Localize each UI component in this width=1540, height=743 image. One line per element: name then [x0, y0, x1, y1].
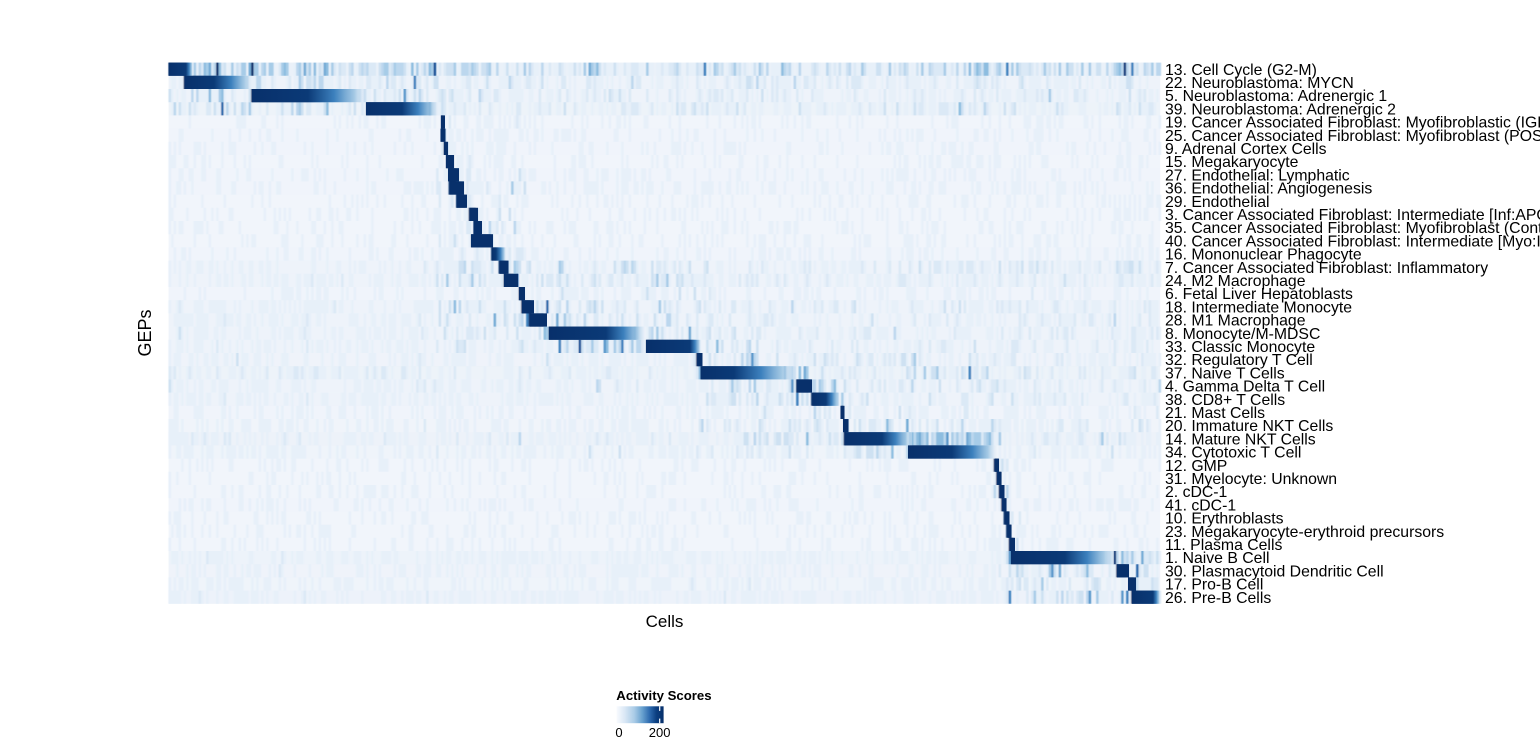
- svg-text:15. Megakaryocyte: 15. Megakaryocyte: [1165, 154, 1299, 171]
- svg-text:6. Fetal Liver Hepatoblasts: 6. Fetal Liver Hepatoblasts: [1165, 286, 1353, 303]
- svg-text:26. Pre-B Cells: 26. Pre-B Cells: [1165, 590, 1271, 607]
- svg-text:22. Neuroblastoma: MYCN: 22. Neuroblastoma: MYCN: [1165, 75, 1354, 92]
- svg-text:30. Plasmacytoid Dendritic Cel: 30. Plasmacytoid Dendritic Cell: [1165, 563, 1384, 580]
- svg-text:41. cDC-1: 41. cDC-1: [1165, 497, 1236, 514]
- svg-text:11. Plasma Cells: 11. Plasma Cells: [1165, 537, 1282, 554]
- svg-text:19. Cancer Associated Fibrobla: 19. Cancer Associated Fibroblast: Myofib…: [1165, 115, 1540, 132]
- svg-text:31. Myelocyte: Unknown: 31. Myelocyte: Unknown: [1165, 471, 1337, 488]
- svg-text:25. Cancer Associated Fibrobla: 25. Cancer Associated Fibroblast: Myofib…: [1165, 128, 1540, 145]
- svg-text:3. Cancer Associated Fibroblas: 3. Cancer Associated Fibroblast: Interme…: [1165, 207, 1540, 224]
- svg-text:12. GMP: 12. GMP: [1165, 458, 1227, 475]
- svg-text:5. Neuroblastoma: Adrenergic 1: 5. Neuroblastoma: Adrenergic 1: [1165, 88, 1387, 105]
- svg-text:7. Cancer Associated Fibroblas: 7. Cancer Associated Fibroblast: Inflamm…: [1165, 260, 1488, 277]
- svg-text:10. Erythroblasts: 10. Erythroblasts: [1165, 511, 1284, 528]
- svg-text:35. Cancer Associated Fibrobla: 35. Cancer Associated Fibroblast: Myofib…: [1165, 220, 1540, 237]
- svg-text:Activity Scores: Activity Scores: [616, 688, 711, 703]
- svg-text:9. Adrenal Cortex Cells: 9. Adrenal Cortex Cells: [1165, 141, 1327, 158]
- svg-text:28. M1 Macrophage: 28. M1 Macrophage: [1165, 313, 1306, 330]
- svg-text:38. CD8+ T Cells: 38. CD8+ T Cells: [1165, 392, 1285, 409]
- svg-text:1. Naive B Cell: 1. Naive B Cell: [1165, 550, 1269, 567]
- svg-text:37. Naive T Cells: 37. Naive T Cells: [1165, 365, 1285, 382]
- svg-text:17. Pro-B Cell: 17. Pro-B Cell: [1165, 577, 1263, 594]
- svg-text:24. M2 Macrophage: 24. M2 Macrophage: [1165, 273, 1306, 290]
- svg-text:32. Regulatory T Cell: 32. Regulatory T Cell: [1165, 352, 1313, 369]
- svg-text:23. Megakaryocyte-erythroid pr: 23. Megakaryocyte-erythroid precursors: [1165, 524, 1444, 541]
- svg-text:0: 0: [615, 725, 622, 740]
- svg-text:36. Endothelial: Angiogenesis: 36. Endothelial: Angiogenesis: [1165, 181, 1372, 198]
- svg-text:GEPs: GEPs: [135, 309, 155, 356]
- svg-text:33. Classic Monocyte: 33. Classic Monocyte: [1165, 339, 1315, 356]
- svg-text:13. Cell Cycle (G2-M): 13. Cell Cycle (G2-M): [1165, 62, 1317, 79]
- svg-text:34. Cytotoxic T Cell: 34. Cytotoxic T Cell: [1165, 445, 1301, 462]
- svg-text:18. Intermediate Monocyte: 18. Intermediate Monocyte: [1165, 299, 1352, 316]
- svg-text:Cells: Cells: [646, 612, 684, 631]
- svg-text:20. Immature NKT Cells: 20. Immature NKT Cells: [1165, 418, 1333, 435]
- svg-text:200: 200: [649, 725, 671, 740]
- svg-text:27. Endothelial: Lymphatic: 27. Endothelial: Lymphatic: [1165, 167, 1350, 184]
- svg-text:21. Mast Cells: 21. Mast Cells: [1165, 405, 1265, 422]
- svg-text:4. Gamma Delta T Cell: 4. Gamma Delta T Cell: [1165, 379, 1325, 396]
- svg-text:14. Mature NKT Cells: 14. Mature NKT Cells: [1165, 431, 1316, 448]
- svg-text:16. Mononuclear Phagocyte: 16. Mononuclear Phagocyte: [1165, 247, 1362, 264]
- svg-text:39. Neuroblastoma: Adrenergic: 39. Neuroblastoma: Adrenergic 2: [1165, 101, 1396, 118]
- svg-text:29. Endothelial: 29. Endothelial: [1165, 194, 1270, 211]
- svg-text:8. Monocyte/M-MDSC: 8. Monocyte/M-MDSC: [1165, 326, 1320, 343]
- svg-text:2. cDC-1: 2. cDC-1: [1165, 484, 1228, 501]
- svg-text:40. Cancer Associated Fibrobla: 40. Cancer Associated Fibroblast: Interm…: [1165, 233, 1540, 250]
